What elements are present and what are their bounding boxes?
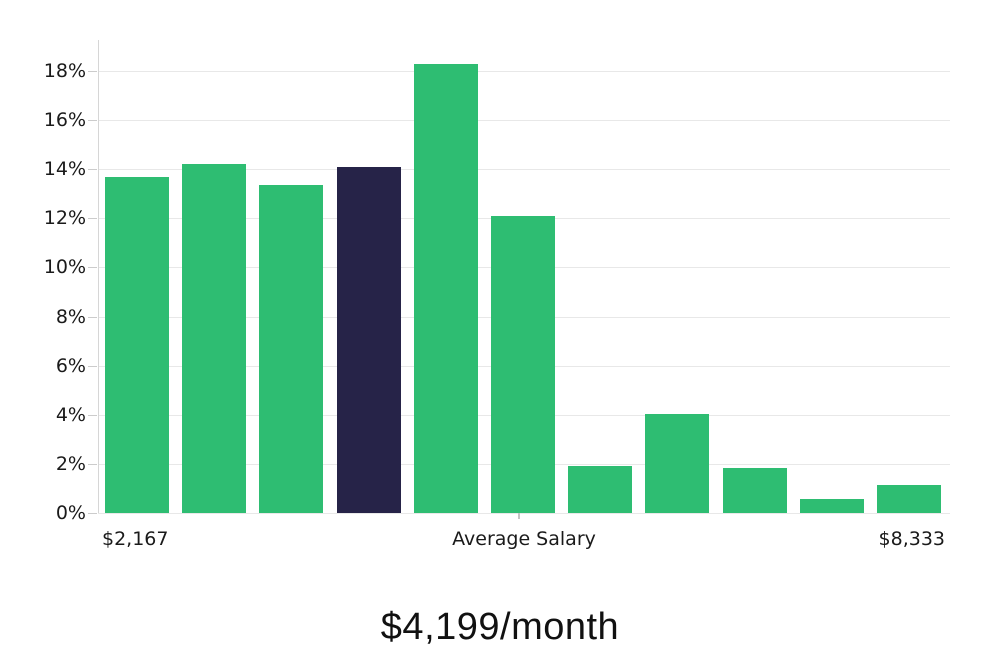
bar xyxy=(259,185,324,513)
average-salary-caption: $4,199/month xyxy=(380,606,620,648)
gridline xyxy=(98,169,950,171)
y-axis-tick xyxy=(88,414,97,416)
gridline xyxy=(98,70,950,72)
y-axis-tick xyxy=(88,70,97,72)
bar xyxy=(722,467,787,513)
y-axis-tick-label: 0% xyxy=(55,502,86,524)
y-axis-tick xyxy=(88,463,97,465)
y-axis-tick xyxy=(88,169,97,171)
y-axis-tick-label: 16% xyxy=(43,109,86,132)
y-axis-tick-label: 12% xyxy=(43,207,86,230)
y-axis-tick-label: 8% xyxy=(55,305,86,328)
y-axis-tick xyxy=(88,365,97,367)
x-axis-label-average-salary: Average Salary xyxy=(452,528,596,550)
bar xyxy=(877,484,941,513)
y-axis-tick-label: 4% xyxy=(55,403,86,426)
x-axis-label-max-salary: $8,333 xyxy=(878,528,945,550)
y-axis-tick-label: 14% xyxy=(43,158,86,181)
y-axis-tick xyxy=(88,316,97,318)
x-axis-label-min-salary: $2,167 xyxy=(102,528,169,550)
bar xyxy=(491,215,555,513)
y-axis-tick xyxy=(88,513,97,514)
y-axis-tick-label: 18% xyxy=(43,59,86,82)
bar xyxy=(568,466,633,513)
bar xyxy=(413,63,478,513)
highlighted-bar xyxy=(336,166,401,513)
bar xyxy=(645,413,710,513)
y-axis-tick xyxy=(88,120,97,122)
gridline xyxy=(98,513,950,514)
bar xyxy=(105,176,169,513)
y-axis-line xyxy=(98,40,99,513)
bar xyxy=(799,499,864,513)
bar xyxy=(182,164,247,513)
y-axis-tick-label: 6% xyxy=(55,354,86,377)
y-axis-tick xyxy=(88,218,97,220)
y-axis-tick-label: 10% xyxy=(43,256,86,279)
gridline xyxy=(98,120,950,122)
y-axis-tick xyxy=(88,267,97,269)
x-axis-center-tick xyxy=(518,513,520,519)
y-axis-tick-label: 2% xyxy=(55,452,86,475)
